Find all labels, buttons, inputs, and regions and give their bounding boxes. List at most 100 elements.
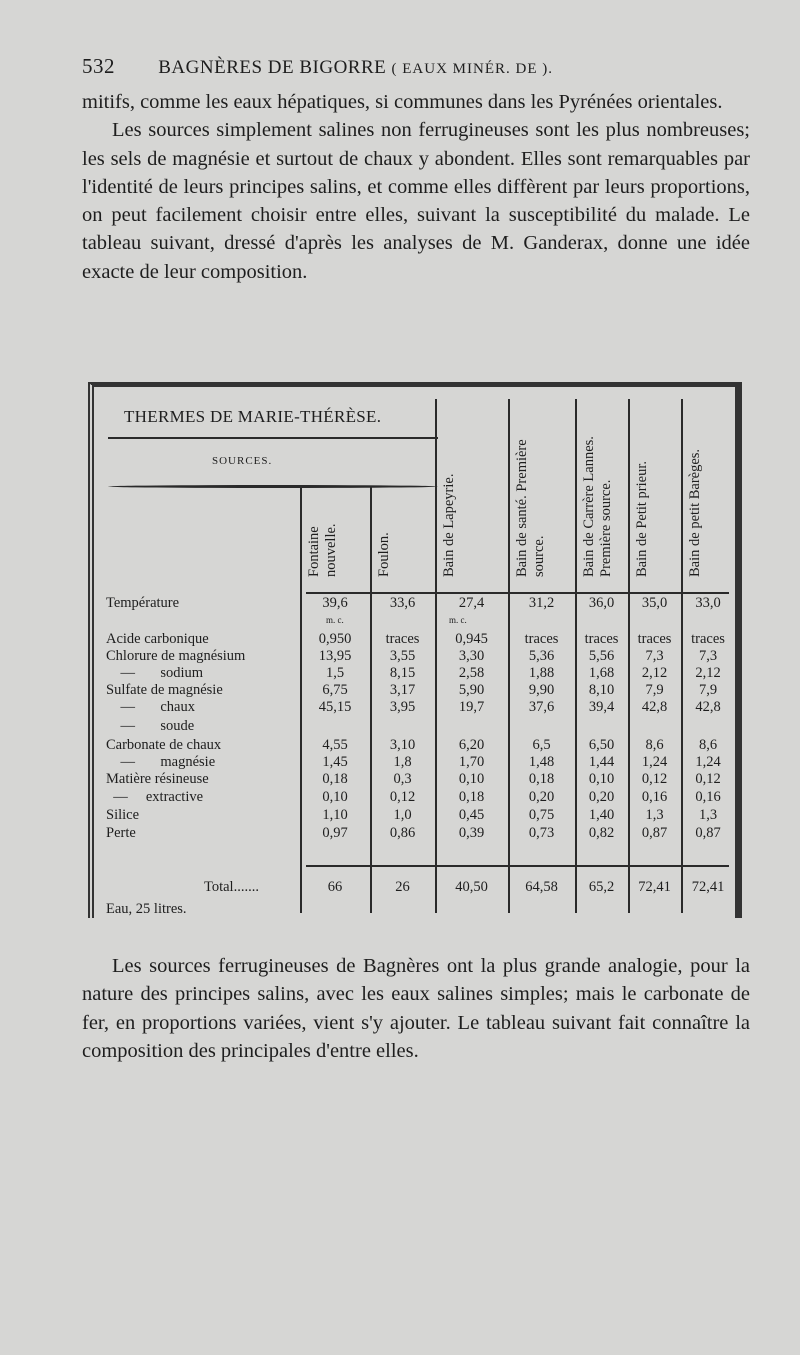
cell-value: 1,44 [588,754,615,770]
cell-value: 0,87 [695,825,721,841]
total-value: 64,58 [525,879,558,895]
cell-value: 0,12 [641,771,668,787]
row-label: Perte [106,825,136,841]
column-divider [370,487,372,913]
total-value: 72,41 [691,879,725,895]
running-subtitle: ( EAUX MINÉR. DE ). [391,61,553,77]
paragraph-1: mitifs, comme les eaux hépatiques, si co… [82,88,750,286]
cell-value: 0,97 [322,825,348,841]
total-value: 65,2 [588,879,615,895]
table-row: Carbonate de chaux 4,55 3,10 6,20 6,5 6,50 8,6… [94,737,734,754]
cell-value: traces [385,631,420,647]
table-row: Sulfate de magnésie 6,75 3,17 5,90 9,90 8,10 7… [94,682,734,699]
cell-value: traces [584,631,619,647]
cell-value: 6,50 [588,737,615,753]
cell-value: 5,36 [528,648,555,664]
total-value: 40,50 [455,879,488,895]
total-rule [306,865,729,867]
table-row: Température 39,6 33,6 27,4 31,2 36,0 35,0 33,0 [94,595,734,612]
cell-value: 0,12 [695,771,721,787]
column-header: Foulon. [376,532,392,577]
cell-value: 1,8 [393,754,412,770]
cell-value: 8,15 [389,665,416,681]
cell-value: 3,95 [389,699,416,715]
cell-value: 1,24 [641,754,668,770]
cell-value: 0,12 [389,789,416,805]
cell-value: 2,58 [458,665,485,681]
row-label: — sodium [106,665,204,681]
cell-value: 27,4 [458,595,485,611]
table-row: Matière résineuse 0,18 0,3 0,10 0,18 0,10 0,12… [94,771,734,788]
table-row: — sodium 1,5 8,15 2,58 1,88 1,68 2,12 2,12 [94,665,734,682]
cell-value: 1,0 [393,807,412,823]
cell-value: 3,17 [389,682,416,698]
cell-value: 39,4 [588,699,615,715]
cell-value: 0,18 [528,771,555,787]
column-divider [628,399,630,913]
cell-value: 6,75 [322,682,348,698]
column-divider [300,487,302,913]
cell-value: 0,18 [458,789,485,805]
cell-value: traces [524,631,559,647]
cell-value: 7,3 [698,648,718,664]
row-label: Sulfate de magnésie [106,682,223,698]
table-footnote: Eau, 25 litres. [106,901,187,917]
total-value: 26 [395,879,410,895]
total-label: Total....... [204,879,259,895]
cell-value: 0,73 [528,825,555,841]
cell-value: 5,56 [588,648,615,664]
table-group-title: THERMES DE MARIE-THÉRÈSE. [124,407,382,426]
table-row: — soude [94,718,734,735]
column-header: Fontaine nouvelle. [306,523,339,577]
cell-value: 0,16 [641,789,668,805]
cell-value: 42,8 [695,699,721,715]
cell-value: 4,55 [322,737,348,753]
cell-value: 8,6 [698,737,718,753]
cell-value: 0,87 [641,825,668,841]
cell-value: 0,10 [458,771,485,787]
cell-value: 9,90 [528,682,555,698]
cell-value: 13,95 [318,648,352,664]
cell-value: 37,6 [528,699,555,715]
cell-value: 0,86 [389,825,416,841]
cell-value: 0,82 [588,825,615,841]
column-divider [575,399,577,913]
header-rule [306,592,729,594]
cell-value: 1,3 [645,807,664,823]
unit-label: m. c. [326,615,344,625]
column-header: Bain de Lapeyrie. [441,473,457,577]
cell-value: 1,24 [695,754,721,770]
cell-value: 1,88 [528,665,555,681]
running-title: BAGNÈRES DE BIGORRE [158,57,387,78]
row-label: — magnésie [106,754,216,770]
cell-value: traces [691,631,725,647]
paragraph-body: Les sources ferrugineuses de Bagnères on… [82,955,750,1062]
row-label: — chaux [106,699,196,715]
cell-value: 0,16 [695,789,721,805]
cell-value: 0,18 [322,771,348,787]
row-label: Matière résineuse [106,771,209,787]
cell-value: 45,15 [318,699,352,715]
column-header: Bain de santé. Première source. [514,439,547,577]
row-label: — soude [106,718,195,734]
cell-value: 1,10 [322,807,348,823]
cell-value: 0,45 [458,807,485,823]
cell-value: 1,5 [325,665,345,681]
cell-value: 33,0 [695,595,721,611]
cell-value: 6,5 [532,737,551,753]
cell-value: 33,6 [389,595,416,611]
cell-value: 42,8 [641,699,668,715]
cell-value: 2,12 [695,665,721,681]
cell-value: 7,9 [698,682,718,698]
paragraph-body: Les sources simplement salines non ferru… [82,119,750,283]
cell-value: 3,10 [389,737,416,753]
cell-value: 1,70 [458,754,485,770]
cell-value: 1,48 [528,754,555,770]
cell-value: 35,0 [641,595,668,611]
column-divider [508,399,510,913]
cell-value: 8,6 [645,737,664,753]
row-label: — extractive [106,789,204,805]
table-row: — chaux 45,15 3,95 19,7 37,6 39,4 42,8 42,8 [94,699,734,716]
column-header: Bain de Carrère Lannes. Première source. [581,436,614,577]
cell-value: 36,0 [588,595,615,611]
